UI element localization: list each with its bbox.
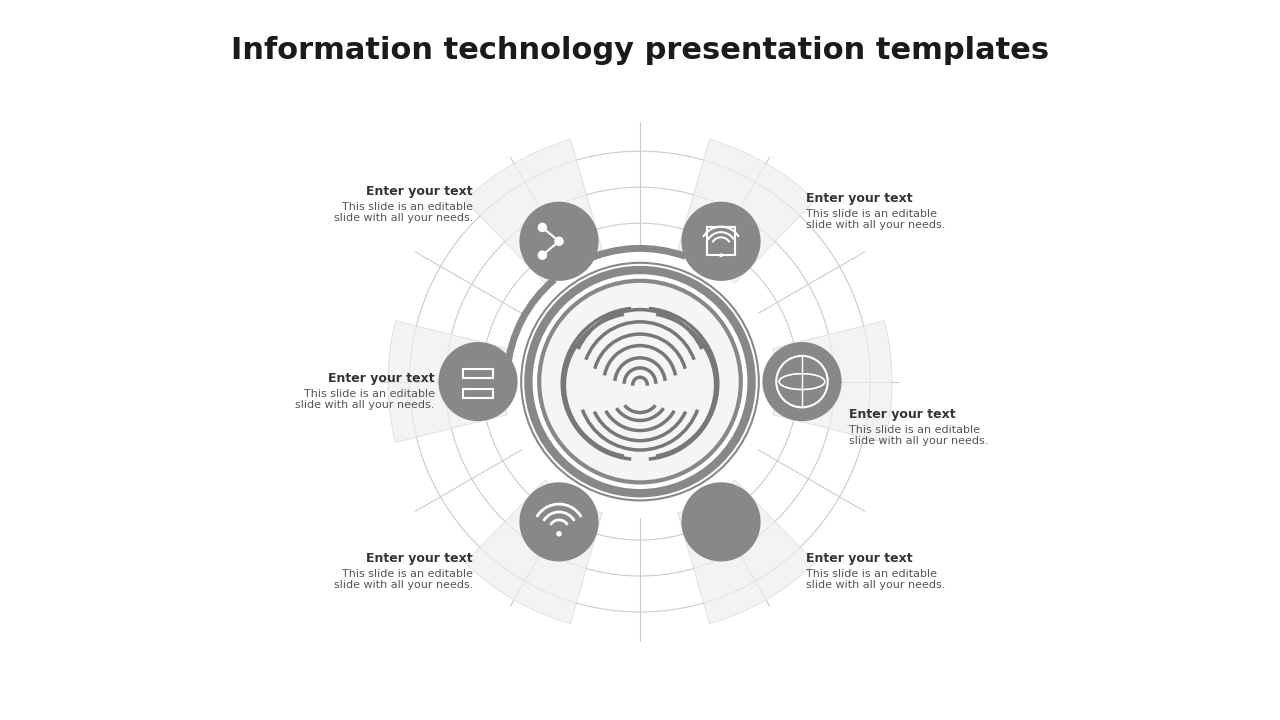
Wedge shape <box>677 480 815 624</box>
Circle shape <box>681 482 760 562</box>
Text: This slide is an editable
slide with all your needs.: This slide is an editable slide with all… <box>296 389 435 410</box>
Wedge shape <box>465 480 603 624</box>
Circle shape <box>763 342 842 421</box>
Text: Enter your text: Enter your text <box>805 192 913 205</box>
Text: This slide is an editable
slide with all your needs.: This slide is an editable slide with all… <box>805 569 945 590</box>
Circle shape <box>520 202 599 281</box>
Circle shape <box>538 251 547 260</box>
Wedge shape <box>388 320 507 443</box>
Text: This slide is an editable
slide with all your needs.: This slide is an editable slide with all… <box>849 425 988 446</box>
Circle shape <box>719 253 723 257</box>
Circle shape <box>538 222 547 232</box>
Text: This slide is an editable
slide with all your needs.: This slide is an editable slide with all… <box>805 209 945 230</box>
Text: Enter your text: Enter your text <box>366 552 474 565</box>
Text: This slide is an editable
slide with all your needs.: This slide is an editable slide with all… <box>334 569 474 590</box>
Circle shape <box>554 237 563 246</box>
Text: Enter your text: Enter your text <box>805 552 913 565</box>
Circle shape <box>439 342 517 421</box>
Circle shape <box>557 531 562 536</box>
Wedge shape <box>677 140 815 283</box>
Text: This slide is an editable
slide with all your needs.: This slide is an editable slide with all… <box>334 202 474 223</box>
Text: Enter your text: Enter your text <box>849 408 955 421</box>
Circle shape <box>539 281 741 482</box>
Wedge shape <box>773 320 892 443</box>
Text: Enter your text: Enter your text <box>328 372 435 385</box>
Text: Enter your text: Enter your text <box>366 185 474 198</box>
Wedge shape <box>465 140 603 283</box>
Text: Information technology presentation templates: Information technology presentation temp… <box>230 36 1050 65</box>
Circle shape <box>520 482 599 562</box>
Circle shape <box>681 202 760 281</box>
